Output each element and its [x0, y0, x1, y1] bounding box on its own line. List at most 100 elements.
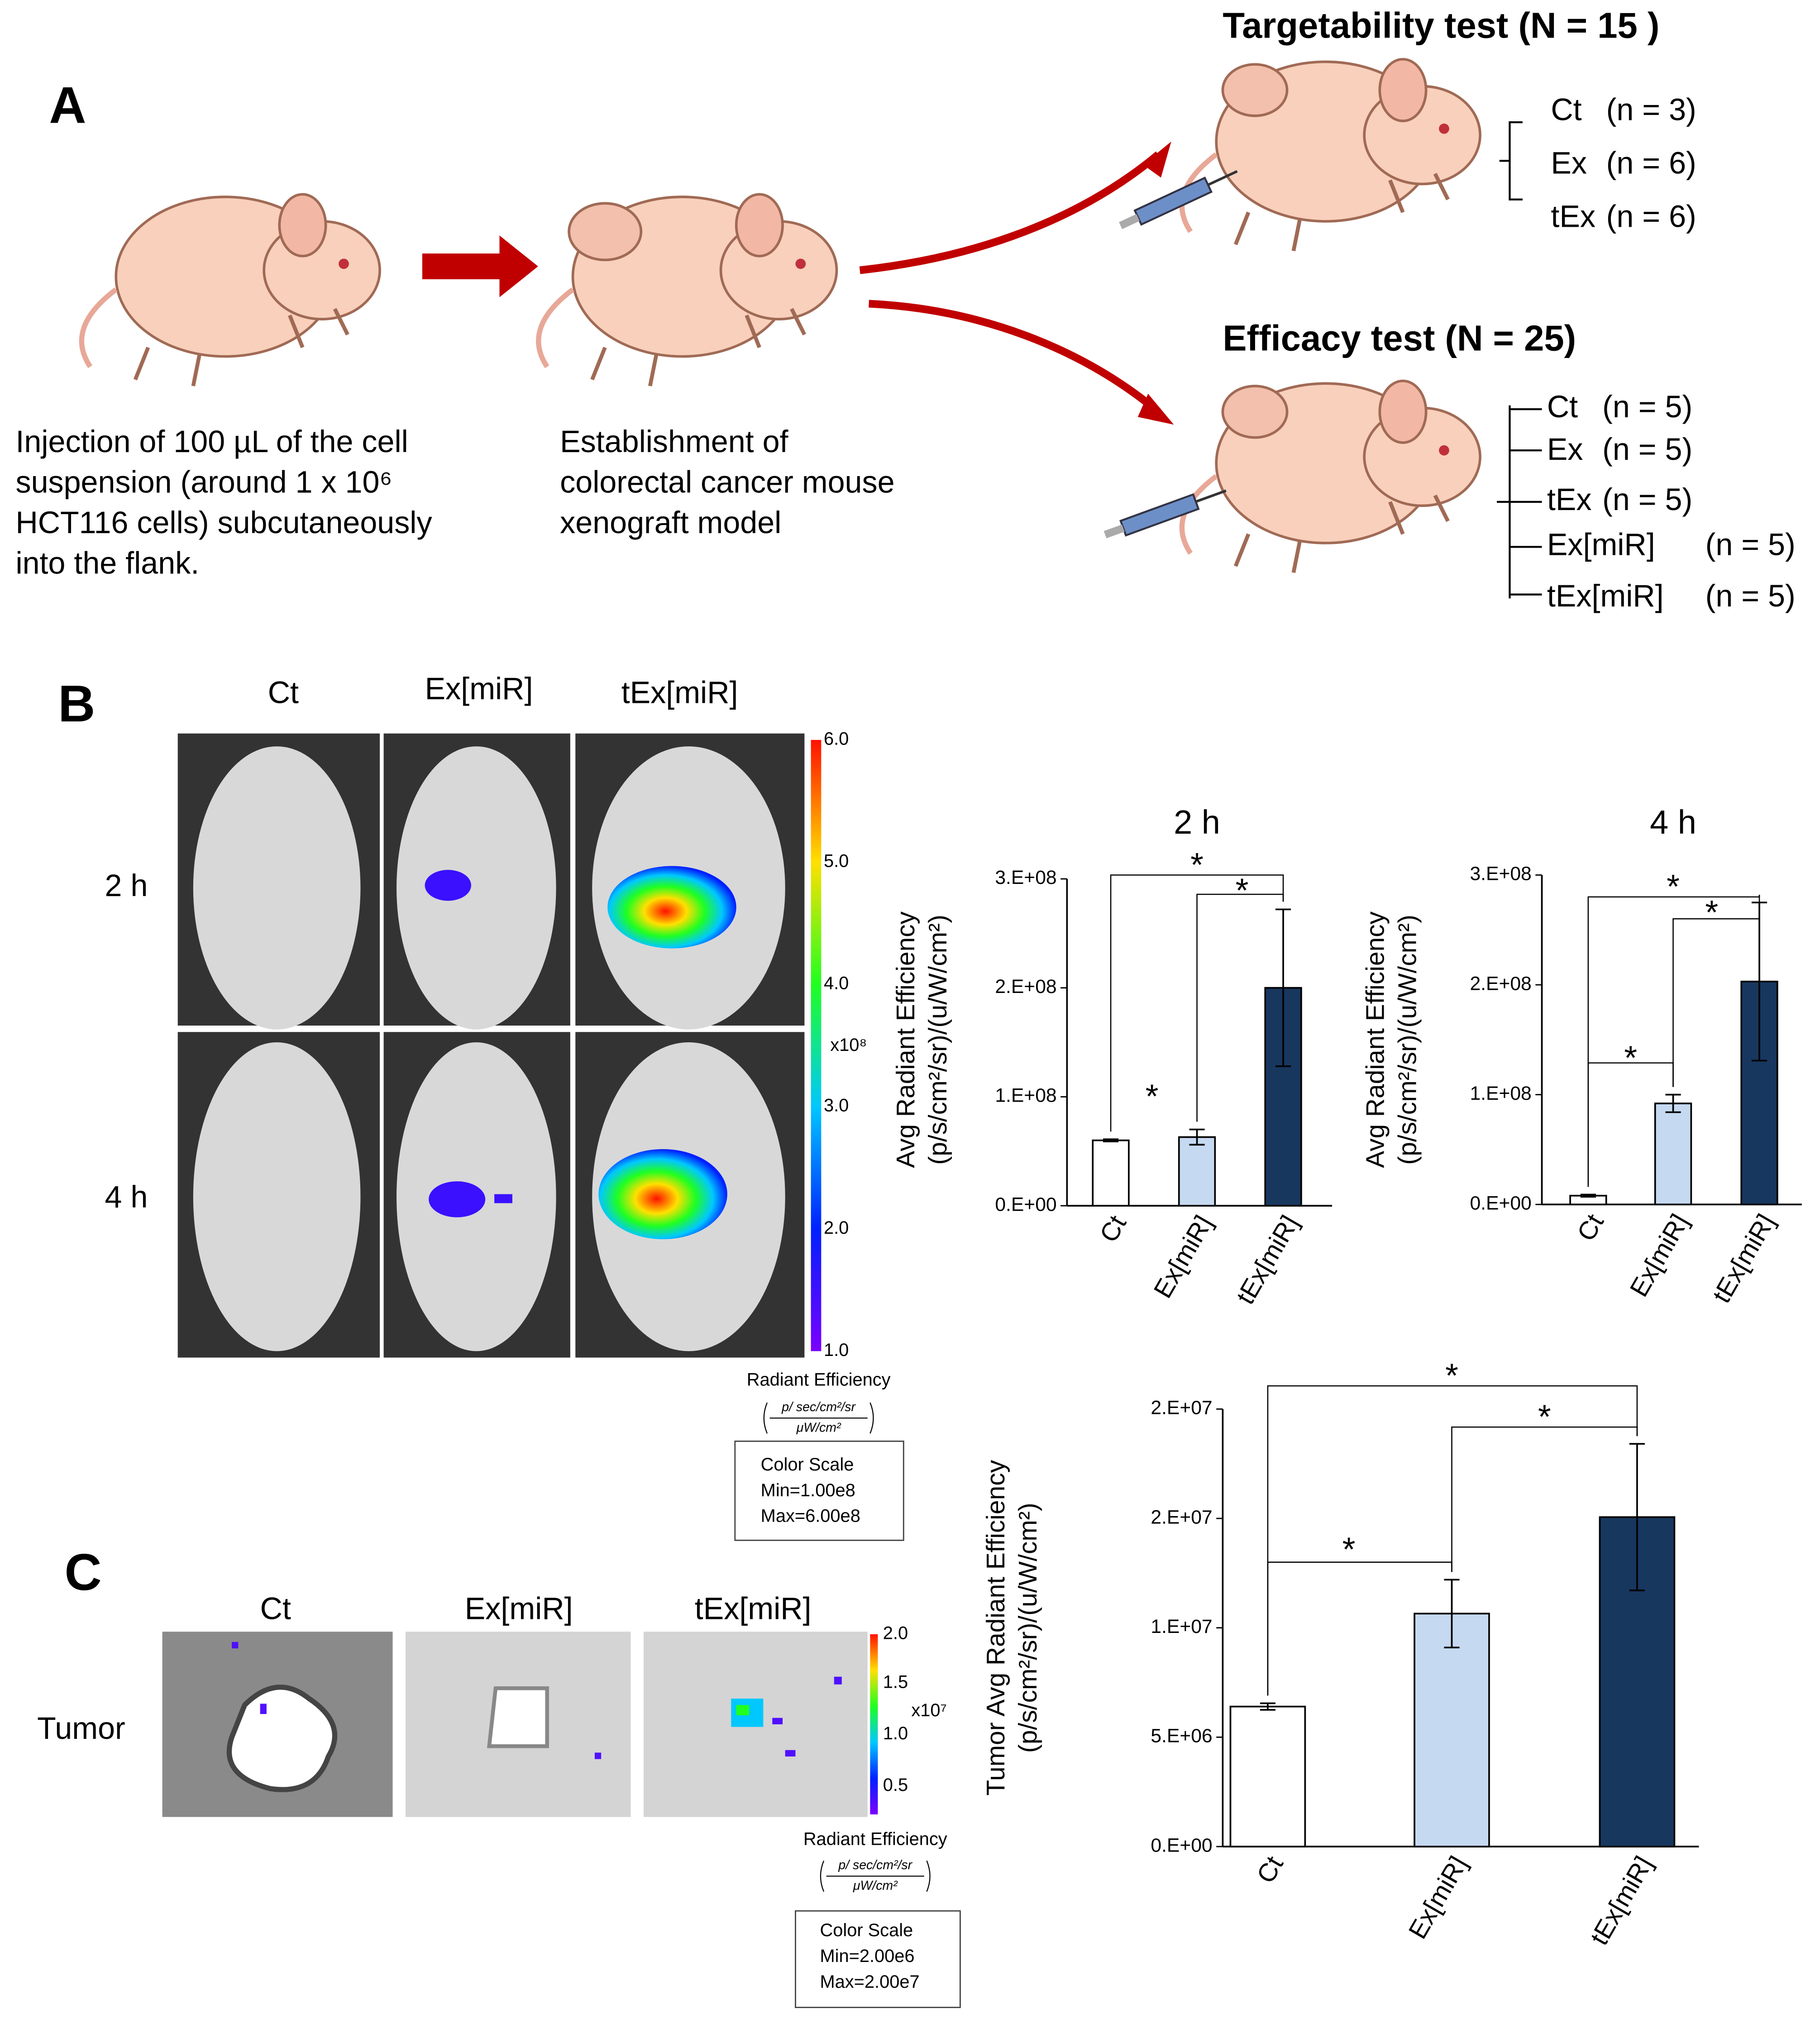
group-name: Ct: [1551, 92, 1581, 127]
formula-denominator: μW/cm²: [796, 1420, 841, 1435]
scale-box-line: Color Scale: [761, 1455, 854, 1475]
paren: [820, 1860, 931, 1892]
y-axis-label: (p/s/cm²/sr)/(u/W/cm²): [1394, 915, 1422, 1165]
significance-star: *: [1705, 893, 1718, 931]
column-label: Ex[miR]: [465, 1592, 573, 1626]
y-axis-label: (p/s/cm²/sr)/(u/W/cm²): [1014, 1503, 1042, 1753]
group-name: Ct: [1547, 390, 1578, 424]
tumor: [1221, 385, 1289, 439]
y-tick-label: 0.E+00: [1151, 1834, 1212, 1856]
significance-bracket: [1110, 874, 1284, 1132]
group-n: (n = 5): [1705, 527, 1796, 562]
x-tick-label: tEx[miR]: [1231, 1211, 1304, 1309]
bar: [1414, 1613, 1490, 1847]
significance-star: *: [1538, 1398, 1551, 1436]
tumor: [568, 202, 643, 262]
y-tick-label: 2.E+07: [1151, 1397, 1212, 1419]
group-name: Ex: [1551, 146, 1587, 180]
y-tick-label: 5.E+06: [1151, 1725, 1212, 1747]
column-label: Ct: [260, 1592, 291, 1626]
caption-line: xenograft model: [560, 506, 781, 540]
significance-star: *: [1236, 872, 1249, 909]
group-name: tEx[miR]: [1547, 579, 1664, 613]
caption-line: suspension (around 1 x 10⁶: [15, 465, 392, 500]
scale-box-line: Color Scale: [820, 1920, 913, 1940]
x-tick-label: Ex[miR]: [1403, 1852, 1473, 1944]
error-bar: [1275, 908, 1291, 1067]
formula-denominator: μW/cm²: [853, 1879, 898, 1893]
significance-star: *: [1190, 846, 1204, 883]
caption-line: Establishment of: [560, 425, 788, 459]
colorbar-label: 1.0: [824, 1340, 849, 1360]
colorbar-multiplier: x10⁸: [830, 1035, 867, 1055]
y-axis-label: Avg Radiant Efficiency: [892, 911, 920, 1168]
significance-bracket: [1587, 1062, 1674, 1187]
arrow-head: [1143, 141, 1171, 178]
y-tick-label: 2.E+08: [995, 976, 1056, 998]
group-n: (n = 5): [1602, 390, 1692, 424]
y-axis-label: Tumor Avg Radiant Efficiency: [982, 1460, 1010, 1795]
y-tick-label: 2.E+08: [1470, 973, 1531, 994]
significance-star: *: [1667, 868, 1680, 905]
tumor-images: [162, 1632, 878, 1817]
y-tick-label: 1.E+08: [995, 1085, 1056, 1107]
x-tick-label: tEx[miR]: [1707, 1209, 1781, 1308]
colorbar-label: 4.0: [824, 974, 849, 993]
significance-bracket: [1196, 893, 1284, 1122]
bar: [1654, 1103, 1692, 1206]
arrow: [422, 235, 538, 297]
error-bar: [1189, 1128, 1205, 1146]
colorbar-label: 2.0: [883, 1623, 908, 1643]
y-axis-label: (p/s/cm²/sr)/(u/W/cm²): [924, 915, 952, 1165]
significance-star: *: [1445, 1357, 1458, 1394]
colorbar-label: 1.0: [883, 1723, 908, 1743]
paren: [763, 1402, 874, 1434]
group-n: (n = 5): [1705, 579, 1796, 613]
caption-line: colorectal cancer mouse: [560, 465, 894, 500]
column-label: Ct: [268, 675, 299, 710]
y-tick-label: 1.E+08: [1470, 1083, 1531, 1104]
bar: [1178, 1136, 1216, 1207]
bracket: [1499, 121, 1523, 200]
significance-star: *: [1342, 1530, 1356, 1568]
group-n: (n = 3): [1606, 92, 1696, 127]
column-label: tEx[miR]: [621, 675, 738, 710]
colorbar-label: 2.0: [824, 1218, 849, 1238]
group-name: tEx: [1551, 199, 1595, 234]
error-bar: [1665, 1093, 1681, 1113]
x-tick-label: Ct: [1252, 1852, 1289, 1888]
group-name: Ex[miR]: [1547, 527, 1655, 562]
bracket: [1497, 405, 1542, 599]
formula-numerator: p/ sec/cm²/sr: [781, 1400, 856, 1414]
panel-label: A: [49, 77, 86, 134]
x-tick-label: Ct: [1572, 1209, 1610, 1246]
x-tick-label: Ex[miR]: [1624, 1209, 1694, 1302]
panel-label: C: [65, 1544, 102, 1601]
y-axis-label: Avg Radiant Efficiency: [1361, 911, 1390, 1168]
group-title: Targetability test (N = 15 ): [1223, 5, 1659, 46]
group-n: (n = 5): [1602, 432, 1692, 467]
group-name: tEx: [1547, 482, 1592, 517]
group-title: Efficacy test (N = 25): [1223, 318, 1576, 358]
formula-numerator: p/ sec/cm²/sr: [838, 1858, 912, 1872]
error-bar: [1444, 1579, 1460, 1649]
y-tick-label: 3.E+08: [995, 867, 1056, 888]
bar: [1229, 1705, 1306, 1847]
significance-bracket: [1267, 1561, 1452, 1696]
bar: [1092, 1139, 1130, 1207]
scale-box: [734, 1440, 904, 1541]
chart-title: 2 h: [1174, 803, 1220, 841]
colorbar-label: 1.5: [883, 1672, 908, 1692]
arrow: [859, 151, 1161, 274]
row-label: 4 h: [105, 1180, 148, 1214]
group-n: (n = 5): [1602, 482, 1692, 517]
scale-box: [795, 1910, 961, 2008]
y-tick-label: 1.E+07: [1151, 1616, 1212, 1637]
error-bar: [1580, 1193, 1596, 1198]
row-label: Tumor: [37, 1711, 125, 1746]
significance-bracket: [1672, 894, 1760, 1087]
group-n: (n = 6): [1606, 199, 1696, 234]
x-tick-label: tEx[miR]: [1585, 1852, 1658, 1950]
caption-line: HCT116 cells) subcutaneously: [15, 506, 432, 540]
